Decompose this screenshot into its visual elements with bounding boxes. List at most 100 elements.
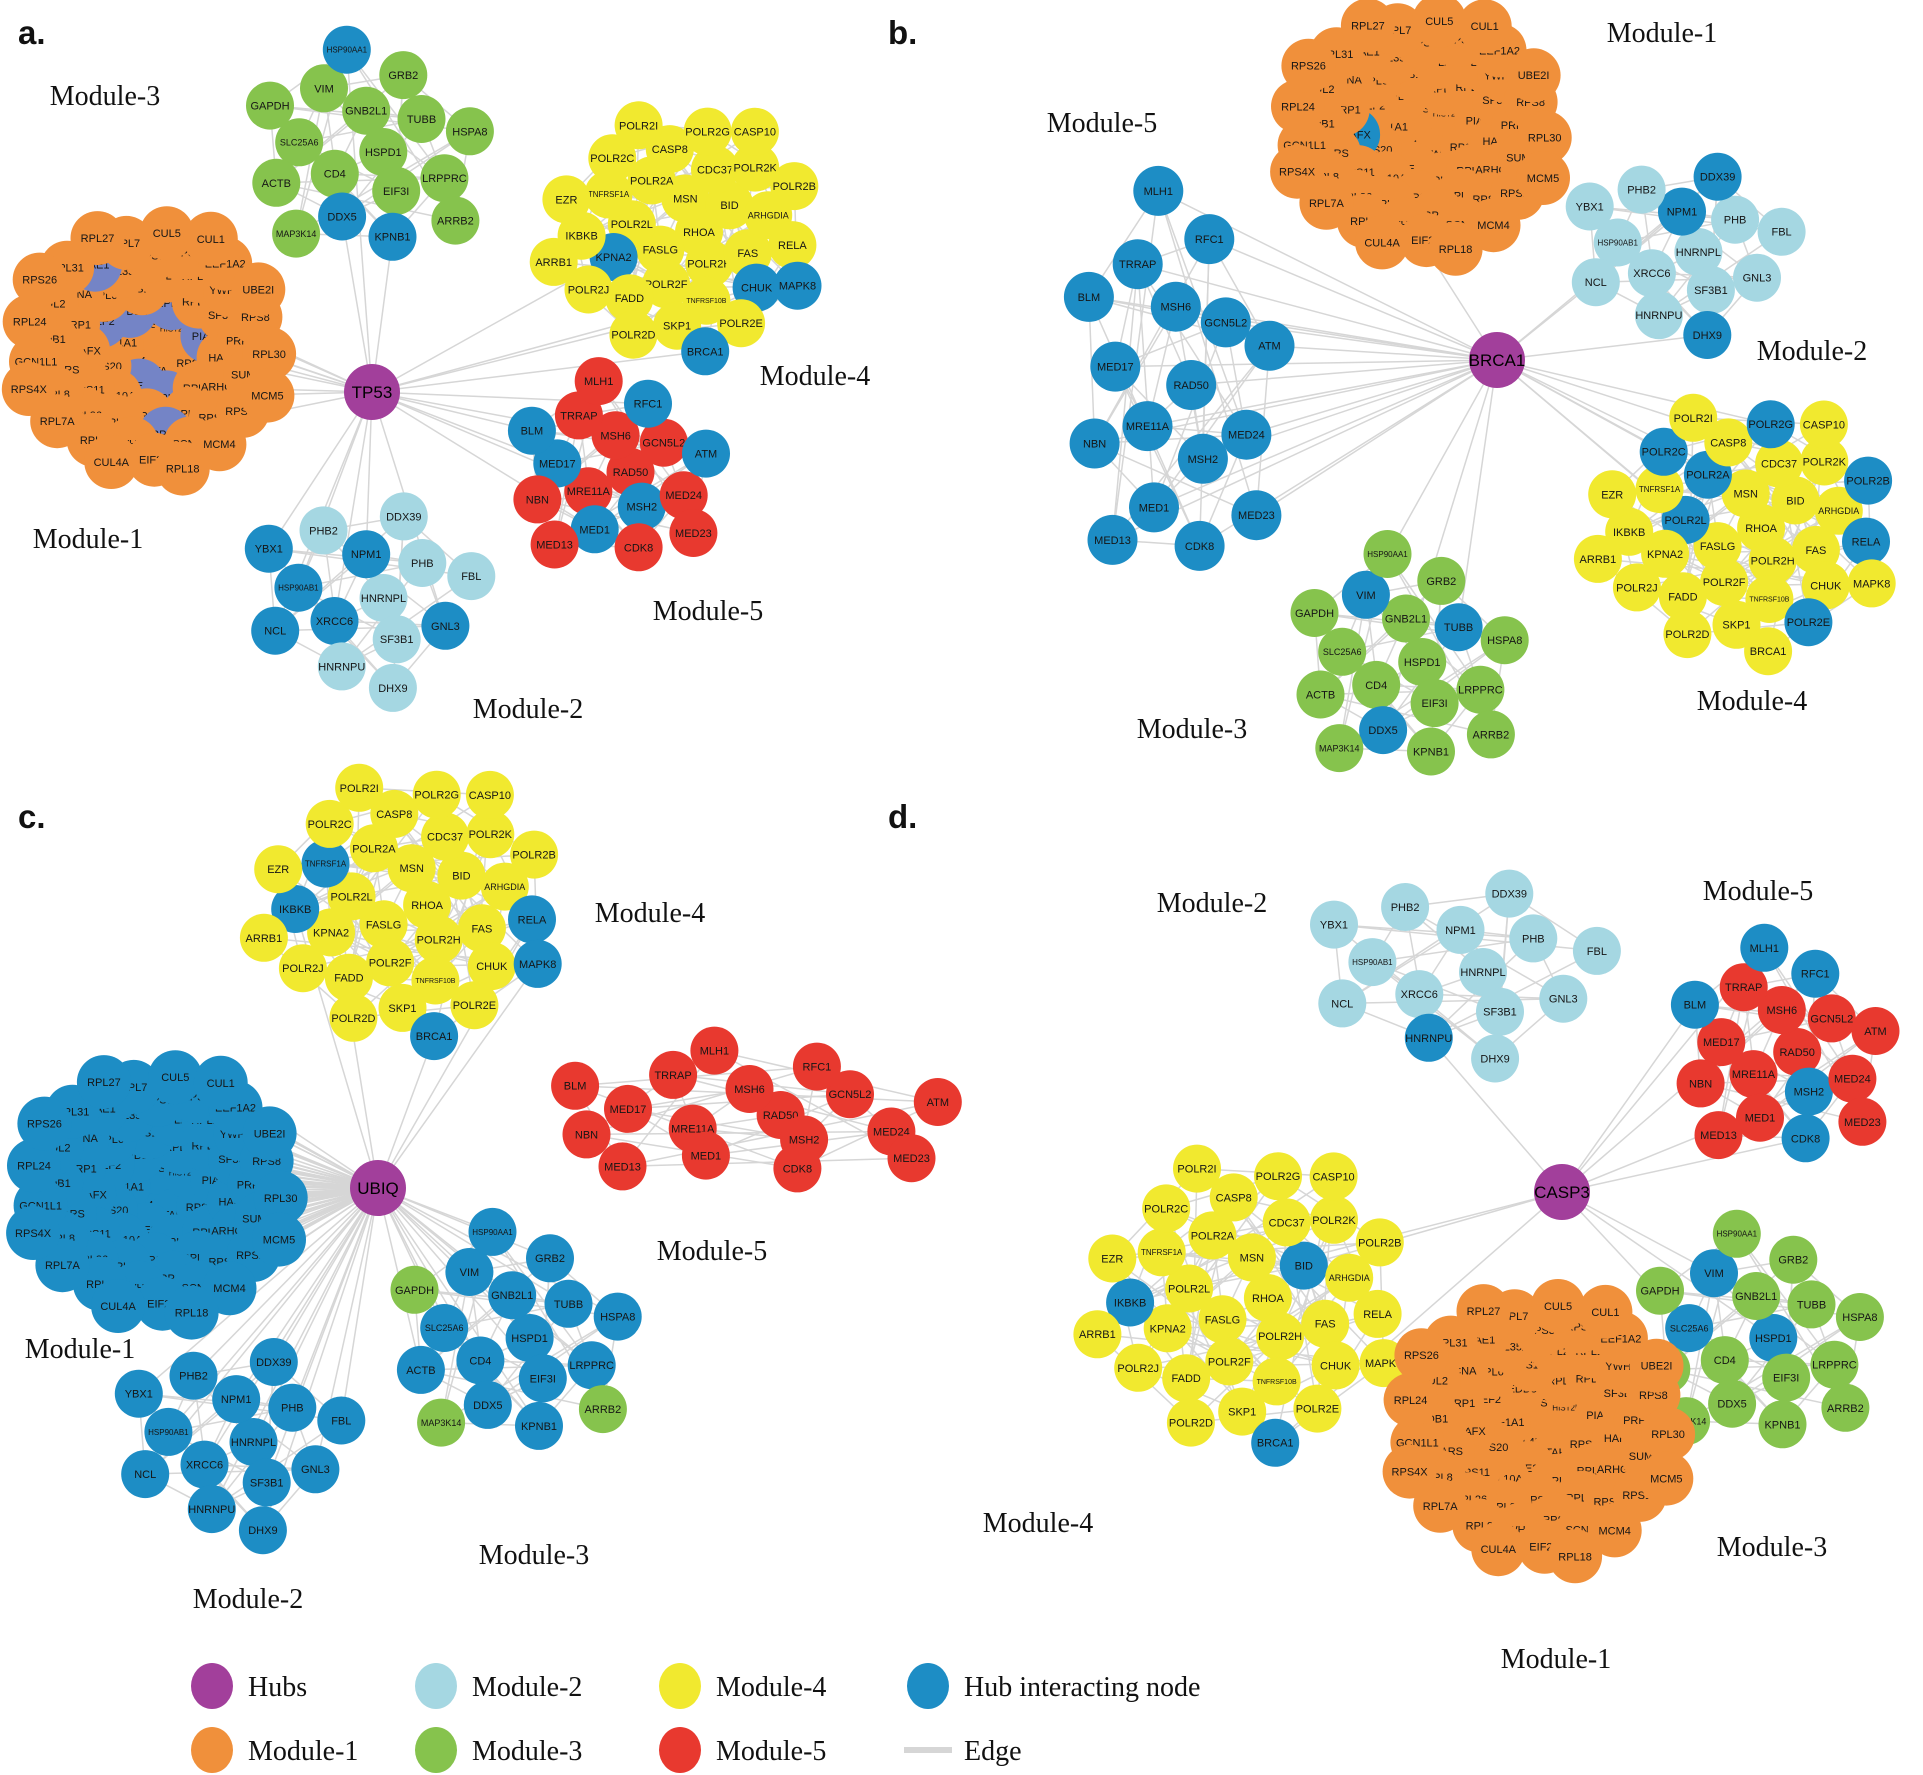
node-GCN5L2 [1200, 297, 1251, 348]
node-BID [1771, 476, 1820, 525]
node-POLR2G [683, 107, 732, 156]
node-DDX39 [1693, 152, 1742, 201]
node-POLR2G [412, 770, 461, 819]
node-MED23 [1231, 490, 1282, 541]
node-GNB2L1 [1382, 594, 1430, 643]
node-SF3B1 [242, 1458, 291, 1507]
node-KPNA2 [1641, 529, 1690, 578]
node-BID [437, 851, 486, 900]
edge [1111, 264, 1139, 540]
legend-swatch-Module-5 [659, 1727, 701, 1773]
node-HSP90AB1 [1348, 938, 1397, 987]
node-GNB2L1 [1732, 1272, 1781, 1320]
node-EIF3I [1410, 679, 1459, 728]
edge [1496, 359, 1771, 426]
node-POLR2H [1748, 536, 1797, 585]
node-VIM [300, 64, 348, 113]
node-GNL3 [1733, 253, 1781, 302]
edge [333, 391, 373, 622]
node-RPL24 [7, 1138, 61, 1193]
node-MRE11A [1729, 1050, 1778, 1099]
node-TUBB [544, 1279, 593, 1328]
node-HSPA8 [1480, 616, 1529, 665]
node-DDX5 [1359, 706, 1408, 755]
node-ARHGDIA [1325, 1253, 1374, 1302]
node-PHB2 [1381, 883, 1430, 931]
node-MLH1 [1740, 923, 1789, 972]
node-HNRNPL [229, 1418, 278, 1466]
edge [276, 182, 456, 222]
node-LRPPRC [1456, 665, 1505, 714]
node-POLR2L [327, 872, 376, 921]
node-EZR [1088, 1234, 1137, 1283]
node-BLM [507, 406, 556, 455]
node-POLR2D [1166, 1398, 1215, 1447]
edge [797, 1101, 939, 1170]
node-GNL3 [421, 601, 470, 650]
node-ARRB2 [1821, 1383, 1870, 1432]
legend-label-Module-5: Module-5 [716, 1736, 826, 1767]
node-CUL5 [139, 206, 194, 261]
node-FBL [1757, 207, 1806, 256]
node-POLR2F [642, 260, 691, 309]
node-MED13 [530, 520, 579, 569]
node-MED23 [1838, 1097, 1887, 1146]
node-RPS4X [1, 362, 56, 416]
node-MAPK8 [1847, 559, 1896, 608]
node-HSP90AB1 [144, 1407, 193, 1456]
module-label-CASP3-Module-4: Module-4 [983, 1508, 1093, 1539]
node-RPS26 [1394, 1328, 1449, 1383]
node-ARRB2 [431, 196, 480, 245]
node-MSH6 [1757, 986, 1806, 1034]
node-BLM [551, 1061, 600, 1110]
node-MSH6 [591, 411, 640, 460]
edge [1255, 359, 1498, 516]
node-XRCC6 [180, 1440, 229, 1489]
node-CUL5 [148, 1050, 203, 1105]
node-ATM [682, 429, 730, 478]
node-RELA [508, 895, 556, 944]
edge [622, 1157, 912, 1168]
node-RPL30 [1517, 110, 1572, 165]
node-CHUK [1311, 1341, 1360, 1390]
node-GNL3 [291, 1445, 340, 1494]
node-FBL [447, 552, 496, 601]
edge [340, 1187, 379, 1421]
node-POLR2K [1310, 1195, 1358, 1244]
node-MED1 [1129, 482, 1179, 533]
node-LRPPRC [1810, 1340, 1859, 1389]
node-CUL1 [1578, 1284, 1633, 1339]
node-MED13 [598, 1142, 647, 1191]
node-HSPD1 [1749, 1314, 1798, 1362]
node-BRCA1 [1744, 627, 1793, 676]
node-GNB2L1 [488, 1271, 537, 1320]
node-HNRNPU [1404, 1013, 1453, 1062]
node-CUL4A [1471, 1522, 1526, 1577]
node-HSP90AA1 [1363, 530, 1412, 578]
node-RPL24 [1383, 1372, 1438, 1427]
node-GNL3 [1539, 974, 1588, 1023]
node-CUL4A [1355, 215, 1410, 270]
edge [1209, 238, 1498, 361]
node-HSPD1 [505, 1314, 554, 1362]
node-PHB [1711, 195, 1760, 244]
module-label-UBIQ-Module-4: Module-4 [595, 898, 705, 929]
node-TUBB [397, 95, 446, 143]
legend-swatch-Module-2 [415, 1663, 457, 1709]
node-POLR2E [1293, 1384, 1342, 1433]
node-BRCA1 [410, 1012, 459, 1061]
node-RPL18 [155, 441, 210, 496]
module-label-UBIQ-Module-2: Module-2 [193, 1584, 303, 1615]
node-CDK8 [1174, 520, 1225, 571]
node-RPL24 [2, 294, 57, 349]
legend-swatch-Module-3 [415, 1727, 457, 1773]
node-CASP10 [1309, 1152, 1358, 1201]
node-TRRAP [649, 1050, 698, 1099]
node-POLR2J [564, 265, 613, 314]
node-POLR2C [1639, 427, 1688, 476]
edge [377, 1187, 540, 1427]
node-POLR2K [1800, 437, 1849, 486]
node-POLR2E [1784, 598, 1833, 647]
node-HSP90AB1 [1593, 218, 1642, 267]
node-GCN5L2 [826, 1070, 874, 1119]
